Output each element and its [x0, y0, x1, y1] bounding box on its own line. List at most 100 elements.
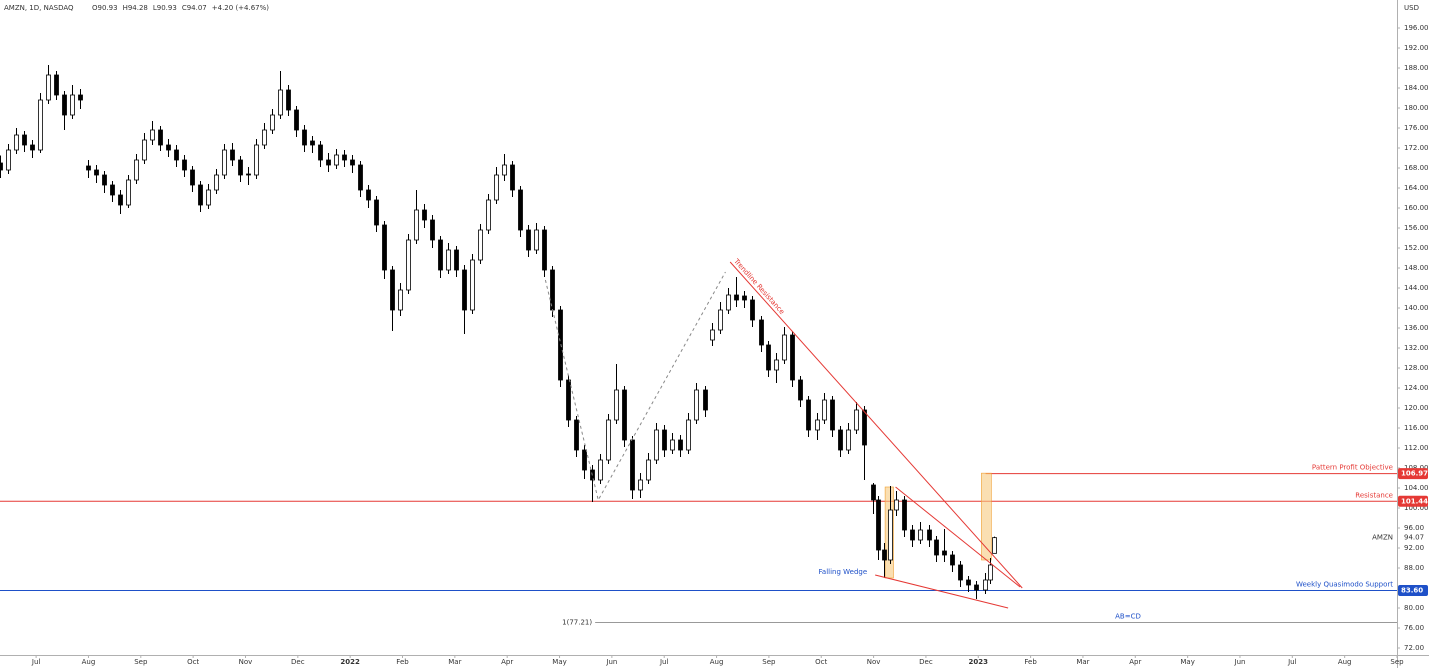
candle-body [830, 399, 835, 431]
x-tick-label: Dec [291, 658, 305, 666]
x-tick-label: Jul [1287, 658, 1297, 666]
y-tick-label: 176.00 [1404, 124, 1429, 132]
y-tick-label: 104.00 [1404, 484, 1429, 492]
candle-body [126, 179, 131, 206]
candle-body [566, 379, 571, 421]
candle-body [910, 529, 915, 541]
candle-body [670, 439, 675, 451]
candle-body [38, 99, 43, 151]
x-tick-label: Feb [1024, 658, 1037, 666]
candle-body [694, 389, 699, 421]
y-tick-label: 140.00 [1404, 304, 1429, 312]
quote-item: H94.28 [123, 4, 148, 12]
candle-body [862, 409, 867, 446]
candle-body [974, 584, 979, 591]
candle-body [966, 579, 971, 586]
candle-body [759, 319, 764, 346]
candle-body [262, 129, 267, 146]
candle-body [422, 209, 427, 221]
trendline [875, 574, 1009, 609]
candle-body [494, 174, 499, 201]
x-tick-label: 2022 [340, 658, 360, 666]
candle-body [62, 94, 67, 116]
x-tick-label: Sep [1390, 658, 1404, 666]
y-tick-label: 160.00 [1404, 204, 1429, 212]
candle-body [622, 389, 627, 441]
candle-body [486, 199, 491, 231]
candle-body [782, 334, 787, 361]
candle-body [54, 74, 59, 96]
candle-body [334, 154, 339, 166]
price-tag [1398, 585, 1428, 596]
candle-body [406, 239, 411, 291]
x-tick-label: Apr [1129, 658, 1141, 666]
candle-body [846, 429, 851, 451]
x-tick-label: May [1180, 658, 1194, 666]
candle-body [518, 189, 523, 231]
candle-body [876, 499, 881, 551]
candle-body [934, 539, 939, 556]
y-tick-label: 196.00 [1404, 24, 1429, 32]
candle-body [888, 509, 893, 561]
y-tick-label: 148.00 [1404, 264, 1429, 272]
x-tick-label: Jun [605, 658, 617, 666]
candle-body [774, 359, 779, 371]
x-tick-label: May [552, 658, 566, 666]
x-tick-label: Aug [82, 658, 96, 666]
candle-body [542, 229, 547, 271]
x-tick-label: Jul [31, 658, 41, 666]
y-tick-label: 96.00 [1404, 524, 1424, 532]
candle-body [614, 389, 619, 421]
y-tick-label: 108.00 [1404, 464, 1429, 472]
candle-body [190, 169, 195, 186]
y-tick-label: 128.00 [1404, 364, 1429, 372]
y-tick-label: 152.00 [1404, 244, 1429, 252]
candle-body [246, 173, 251, 176]
candle-body [478, 229, 483, 261]
candle-body [882, 549, 887, 561]
x-tick-label: Oct [187, 658, 199, 666]
candle-body [14, 134, 19, 151]
level-name: Weekly Quasimodo Support [1296, 581, 1393, 589]
levels: Pattern Profit Objective Resistance Weekly… [0, 464, 1397, 626]
candle-body [630, 439, 635, 491]
candle-body [142, 139, 147, 161]
candle-body [558, 309, 563, 381]
candle-body [350, 159, 355, 166]
candle-body [230, 149, 235, 161]
candle-body [390, 269, 395, 311]
y-tick-label: 100.00 [1404, 504, 1429, 512]
last-price: 94.07 [1404, 534, 1424, 542]
candle-body [118, 194, 123, 206]
candle-body [270, 114, 275, 131]
candle-body [983, 579, 988, 591]
y-tick-label: 164.00 [1404, 184, 1429, 192]
level-name: Pattern Profit Objective [1312, 464, 1393, 472]
x-tick-label: Jun [1234, 658, 1246, 666]
candle-body [703, 389, 708, 411]
x-tick-label: 2023 [969, 658, 989, 666]
level-name: AB=CD [1115, 612, 1141, 620]
candle-body [94, 169, 99, 176]
x-tick-label: Jul [659, 658, 669, 666]
candle-body [662, 429, 667, 451]
candle-body [158, 129, 163, 146]
y-tick-label: 88.00 [1404, 564, 1424, 572]
pattern-label: Falling Wedge [819, 568, 868, 576]
y-tick-label: 72.00 [1404, 644, 1424, 652]
x-tick-label: Nov [867, 658, 881, 666]
candle-body [918, 529, 923, 541]
candle-body [286, 89, 291, 111]
x-tick-label: Nov [239, 658, 253, 666]
price-tag [1398, 468, 1428, 480]
candle-body [326, 159, 331, 166]
candle-body [942, 550, 947, 556]
y-tick-label: 80.00 [1404, 604, 1424, 612]
candle-body [366, 189, 371, 201]
symbol-label: AMZN [1372, 534, 1393, 542]
header: AMZN, 1D, NASDAQ [4, 4, 74, 12]
candle-body [726, 294, 731, 311]
candle-body [526, 229, 531, 251]
price-tag-label: 101.44 [1401, 497, 1428, 505]
